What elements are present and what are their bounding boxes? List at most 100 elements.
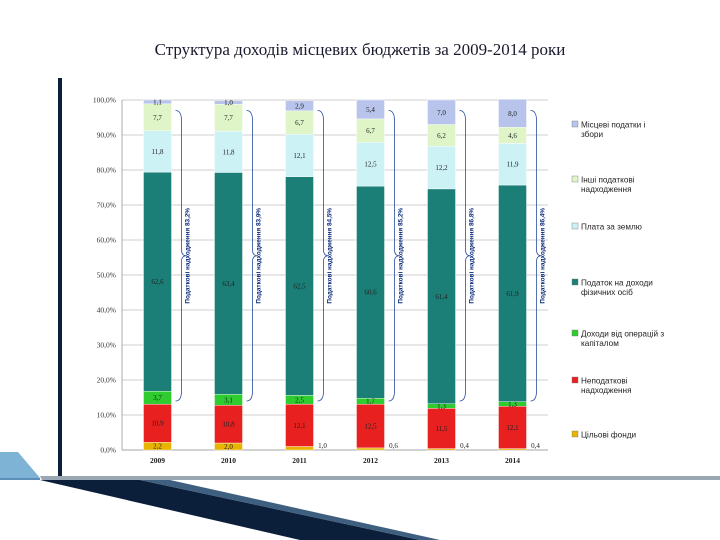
data-label: 2,2 bbox=[153, 443, 162, 451]
x-tick-label: 2010 bbox=[221, 456, 236, 465]
y-tick-label: 100,0% bbox=[93, 96, 116, 105]
bar-segment bbox=[214, 172, 243, 395]
brace-connector bbox=[459, 110, 471, 402]
legend-label: Неподаткові надходження bbox=[581, 377, 632, 396]
bar-segment bbox=[427, 145, 456, 190]
y-axis: 0,0% 10,0% 20,0% 30,0% 40,0% 50,0% 60,0% 70,0% 8… bbox=[93, 96, 123, 455]
data-label: 10,8 bbox=[222, 421, 235, 429]
annotations: Податкові надходження 83,2% Податкові над… bbox=[175, 110, 547, 402]
tax-revenue-annotation: Податкові надходження 86,8% bbox=[468, 208, 476, 304]
tax-revenue-annotation: Податкові надходження 86,4% bbox=[539, 208, 547, 304]
data-label: 3,7 bbox=[153, 394, 162, 402]
data-label: 60,6 bbox=[364, 289, 377, 297]
data-label: 61,9 bbox=[506, 290, 519, 298]
bar-segment bbox=[143, 130, 172, 173]
bar-segment bbox=[143, 103, 172, 131]
data-label: 5,4 bbox=[366, 106, 375, 114]
gridlines bbox=[122, 99, 548, 451]
bar-segment bbox=[285, 446, 314, 451]
legend-label: Цільові фонди bbox=[581, 431, 636, 440]
data-label: 6,7 bbox=[295, 119, 304, 127]
data-label: 0,4 bbox=[531, 442, 540, 450]
brace-connector bbox=[175, 110, 187, 402]
x-tick-label: 2009 bbox=[150, 456, 165, 465]
data-label: 12,2 bbox=[435, 164, 448, 172]
legend-swatch bbox=[571, 278, 579, 286]
data-label: 11,9 bbox=[507, 161, 519, 169]
y-tick-label: 40,0% bbox=[97, 306, 116, 315]
data-label: 63,4 bbox=[222, 280, 235, 288]
bars: 2,2 10,9 3,7 62,6 11,8 7,7 1,1 2,0 10,8 3,1 63,4 11… bbox=[143, 98, 540, 451]
x-tick-label: 2013 bbox=[434, 456, 449, 465]
data-label: 12,1 bbox=[293, 152, 306, 160]
y-tick-label: 10,0% bbox=[97, 411, 116, 420]
bar-segment bbox=[356, 185, 385, 399]
data-label: 1,3 bbox=[437, 403, 446, 411]
data-label: 12,5 bbox=[364, 161, 377, 169]
y-tick-label: 90,0% bbox=[97, 131, 116, 140]
legend-swatch bbox=[571, 175, 579, 183]
bar-segment bbox=[427, 448, 456, 451]
legend-label: Плата за землю bbox=[581, 223, 642, 232]
x-tick-label: 2012 bbox=[363, 456, 378, 465]
data-label: 2,5 bbox=[295, 396, 304, 404]
data-label: 2,9 bbox=[295, 102, 304, 110]
tax-revenue-annotation: Податкові надходження 84,5% bbox=[326, 208, 334, 304]
bar-segment bbox=[285, 100, 314, 112]
left-divider-bar bbox=[58, 78, 62, 480]
legend-swatch bbox=[571, 120, 579, 128]
data-label: 7,7 bbox=[153, 114, 162, 122]
data-label: 7,0 bbox=[437, 109, 446, 117]
bar-segment bbox=[143, 403, 172, 443]
bar-segment bbox=[498, 143, 527, 186]
x-tick-label: 2014 bbox=[505, 456, 520, 465]
deco-stripe-dark bbox=[40, 480, 420, 540]
data-label: 3,1 bbox=[224, 396, 233, 404]
bar-segment bbox=[214, 130, 243, 173]
brace-connector bbox=[388, 110, 400, 402]
y-tick-label: 80,0% bbox=[97, 166, 116, 175]
tax-revenue-annotation: Податкові надходження 85,2% bbox=[397, 208, 405, 304]
data-label: 1,0 bbox=[224, 99, 233, 107]
y-tick-label: 20,0% bbox=[97, 376, 116, 385]
bar-segment bbox=[214, 103, 243, 132]
bar-segment bbox=[427, 99, 456, 125]
data-label: 11,5 bbox=[436, 425, 448, 433]
bar-segment bbox=[356, 99, 385, 120]
bar-segment bbox=[498, 99, 527, 128]
y-tick-label: 50,0% bbox=[97, 271, 116, 280]
data-label: 1,7 bbox=[366, 398, 375, 406]
bar-segment bbox=[143, 99, 172, 105]
bar-segment bbox=[356, 403, 385, 449]
bar-segment bbox=[498, 406, 527, 449]
legend: Місцеві податки і збори Інші податкові надх… bbox=[571, 120, 664, 440]
brace-connector bbox=[530, 110, 542, 402]
bar-segment bbox=[498, 184, 527, 402]
decorative-stripes bbox=[0, 452, 720, 540]
bar-segment bbox=[143, 171, 172, 392]
bar-segment bbox=[285, 134, 314, 177]
y-tick-label: 30,0% bbox=[97, 341, 116, 350]
brace-connector bbox=[317, 110, 329, 402]
data-label: 6,2 bbox=[437, 132, 446, 140]
legend-label: Місцеві податки і збори bbox=[581, 121, 645, 140]
bar-segment bbox=[356, 142, 385, 187]
bar-segment bbox=[356, 447, 385, 451]
data-label: 11,8 bbox=[152, 148, 164, 156]
x-axis: 2009 2010 2011 2012 2013 2014 bbox=[150, 456, 520, 465]
data-label: 6,7 bbox=[366, 127, 375, 135]
deco-stripe-light bbox=[0, 452, 40, 478]
page-title: Структура доходів місцевих бюджетів за 2… bbox=[154, 40, 566, 59]
bar-segment bbox=[285, 176, 314, 396]
data-label: 0,6 bbox=[389, 442, 398, 450]
data-label: 62,6 bbox=[151, 278, 164, 286]
bar-segment bbox=[498, 448, 527, 451]
y-tick-label: 70,0% bbox=[97, 201, 116, 210]
y-tick-label: 60,0% bbox=[97, 236, 116, 245]
bar-segment bbox=[427, 188, 456, 404]
brace-connector bbox=[246, 110, 258, 402]
data-label: 10,9 bbox=[151, 420, 164, 428]
deco-stripe-edge bbox=[0, 478, 40, 480]
legend-swatch bbox=[571, 329, 579, 337]
